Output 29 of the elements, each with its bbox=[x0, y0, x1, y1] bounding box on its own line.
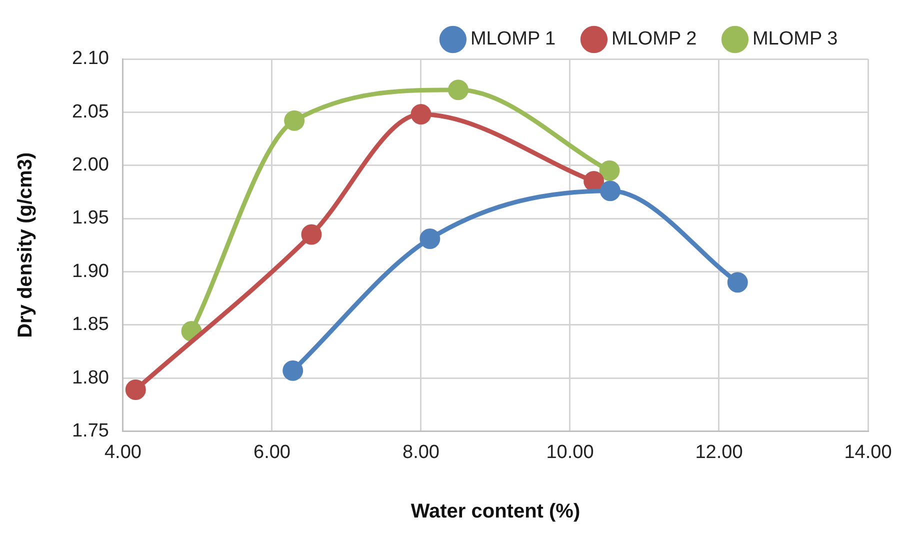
legend-label: MLOMP 1 bbox=[470, 28, 556, 50]
y-tick-label: 1.90 bbox=[72, 260, 109, 282]
x-tick-label: 14.00 bbox=[844, 442, 892, 463]
point bbox=[125, 379, 146, 400]
point bbox=[727, 272, 748, 293]
y-axis-title: Dry density (g/cm3) bbox=[14, 152, 37, 338]
y-tick-label: 1.75 bbox=[72, 420, 109, 442]
x-axis-title: Water content (%) bbox=[410, 500, 580, 523]
point bbox=[301, 224, 322, 245]
x-tick-label: 4.00 bbox=[104, 442, 142, 463]
x-tick-label: 8.00 bbox=[402, 442, 440, 463]
legend-label: MLOMP 2 bbox=[611, 28, 697, 50]
y-tick-label: 1.80 bbox=[72, 367, 109, 388]
point bbox=[420, 228, 440, 249]
y-tick-label: 2.10 bbox=[72, 48, 109, 70]
y-tick-label: 1.95 bbox=[72, 208, 109, 229]
y-tick-label: 2.05 bbox=[72, 101, 109, 122]
legend-label: MLOMP 3 bbox=[752, 28, 838, 50]
point bbox=[599, 160, 620, 181]
x-tick-label: 10.00 bbox=[546, 442, 594, 463]
point bbox=[600, 180, 620, 202]
point bbox=[448, 80, 468, 100]
x-tick-label: 6.00 bbox=[253, 442, 290, 463]
point bbox=[282, 360, 304, 381]
x-tick-label: 12.00 bbox=[695, 442, 743, 463]
point bbox=[410, 104, 432, 125]
y-tick-label: 1.85 bbox=[72, 314, 109, 336]
point bbox=[284, 110, 305, 131]
y-tick-label: 2.00 bbox=[72, 154, 109, 176]
